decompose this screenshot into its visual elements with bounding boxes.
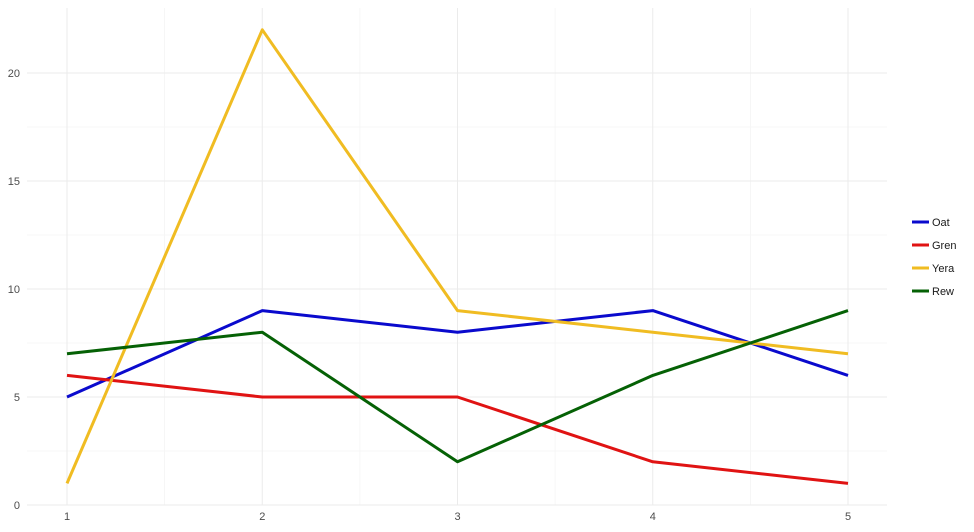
legend-label: Rew (932, 286, 954, 298)
legend-item-oat: Oat (912, 217, 950, 229)
legend-item-rew: Rew (912, 286, 954, 298)
legend-item-yera: Yera (912, 263, 955, 275)
major-gridlines (27, 8, 887, 506)
x-tick-label: 3 (454, 511, 460, 523)
legend-label: Oat (932, 217, 950, 229)
legend-item-gren: Gren (912, 240, 956, 252)
x-tick-label: 1 (64, 511, 70, 523)
legend: Oat Gren Yera Rew (912, 217, 956, 298)
y-tick-label: 0 (14, 500, 20, 512)
series-line-rew (66, 309, 849, 464)
x-tick-label: 4 (650, 511, 656, 523)
x-tick-label: 5 (845, 511, 851, 523)
y-tick-label: 5 (14, 392, 20, 404)
legend-label: Yera (932, 263, 955, 275)
y-tick-label: 20 (8, 68, 20, 80)
y-tick-label: 10 (8, 284, 20, 296)
y-tick-label: 15 (8, 176, 20, 188)
legend-label: Gren (932, 240, 956, 252)
series-line-yera (65, 28, 849, 484)
series-line-gren (66, 373, 849, 485)
x-tick-label: 2 (259, 511, 265, 523)
y-axis-tick-labels: 0 5 10 15 20 (8, 68, 20, 512)
x-axis-tick-labels: 1 2 3 4 5 (64, 511, 851, 523)
series-lines (65, 28, 849, 485)
